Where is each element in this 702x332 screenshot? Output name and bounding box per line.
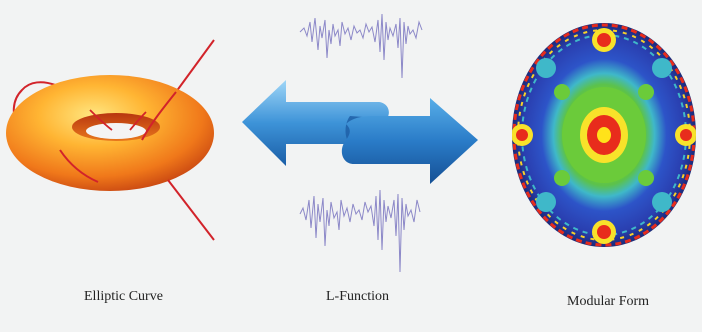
modular-form-label: Modular Form [567, 294, 650, 309]
curve-inner-loop [89, 109, 147, 131]
modular-form-disc [512, 23, 696, 247]
torus-hole-inner [86, 123, 146, 139]
elliptic-curve-label: Elliptic Curve [84, 289, 163, 304]
curve-line-top [175, 39, 215, 93]
waveform-bottom [299, 189, 421, 273]
waveform-top [299, 13, 423, 79]
arrow-left-shape [242, 80, 389, 166]
torus-illustration [6, 39, 215, 241]
curve-line-bottom [167, 179, 215, 241]
bidirectional-arrow [242, 80, 478, 184]
arrow-right-main [341, 98, 478, 184]
curve-on-torus [141, 91, 177, 141]
curve-left-lower [59, 149, 99, 183]
l-function-label: L-Function [326, 289, 389, 304]
